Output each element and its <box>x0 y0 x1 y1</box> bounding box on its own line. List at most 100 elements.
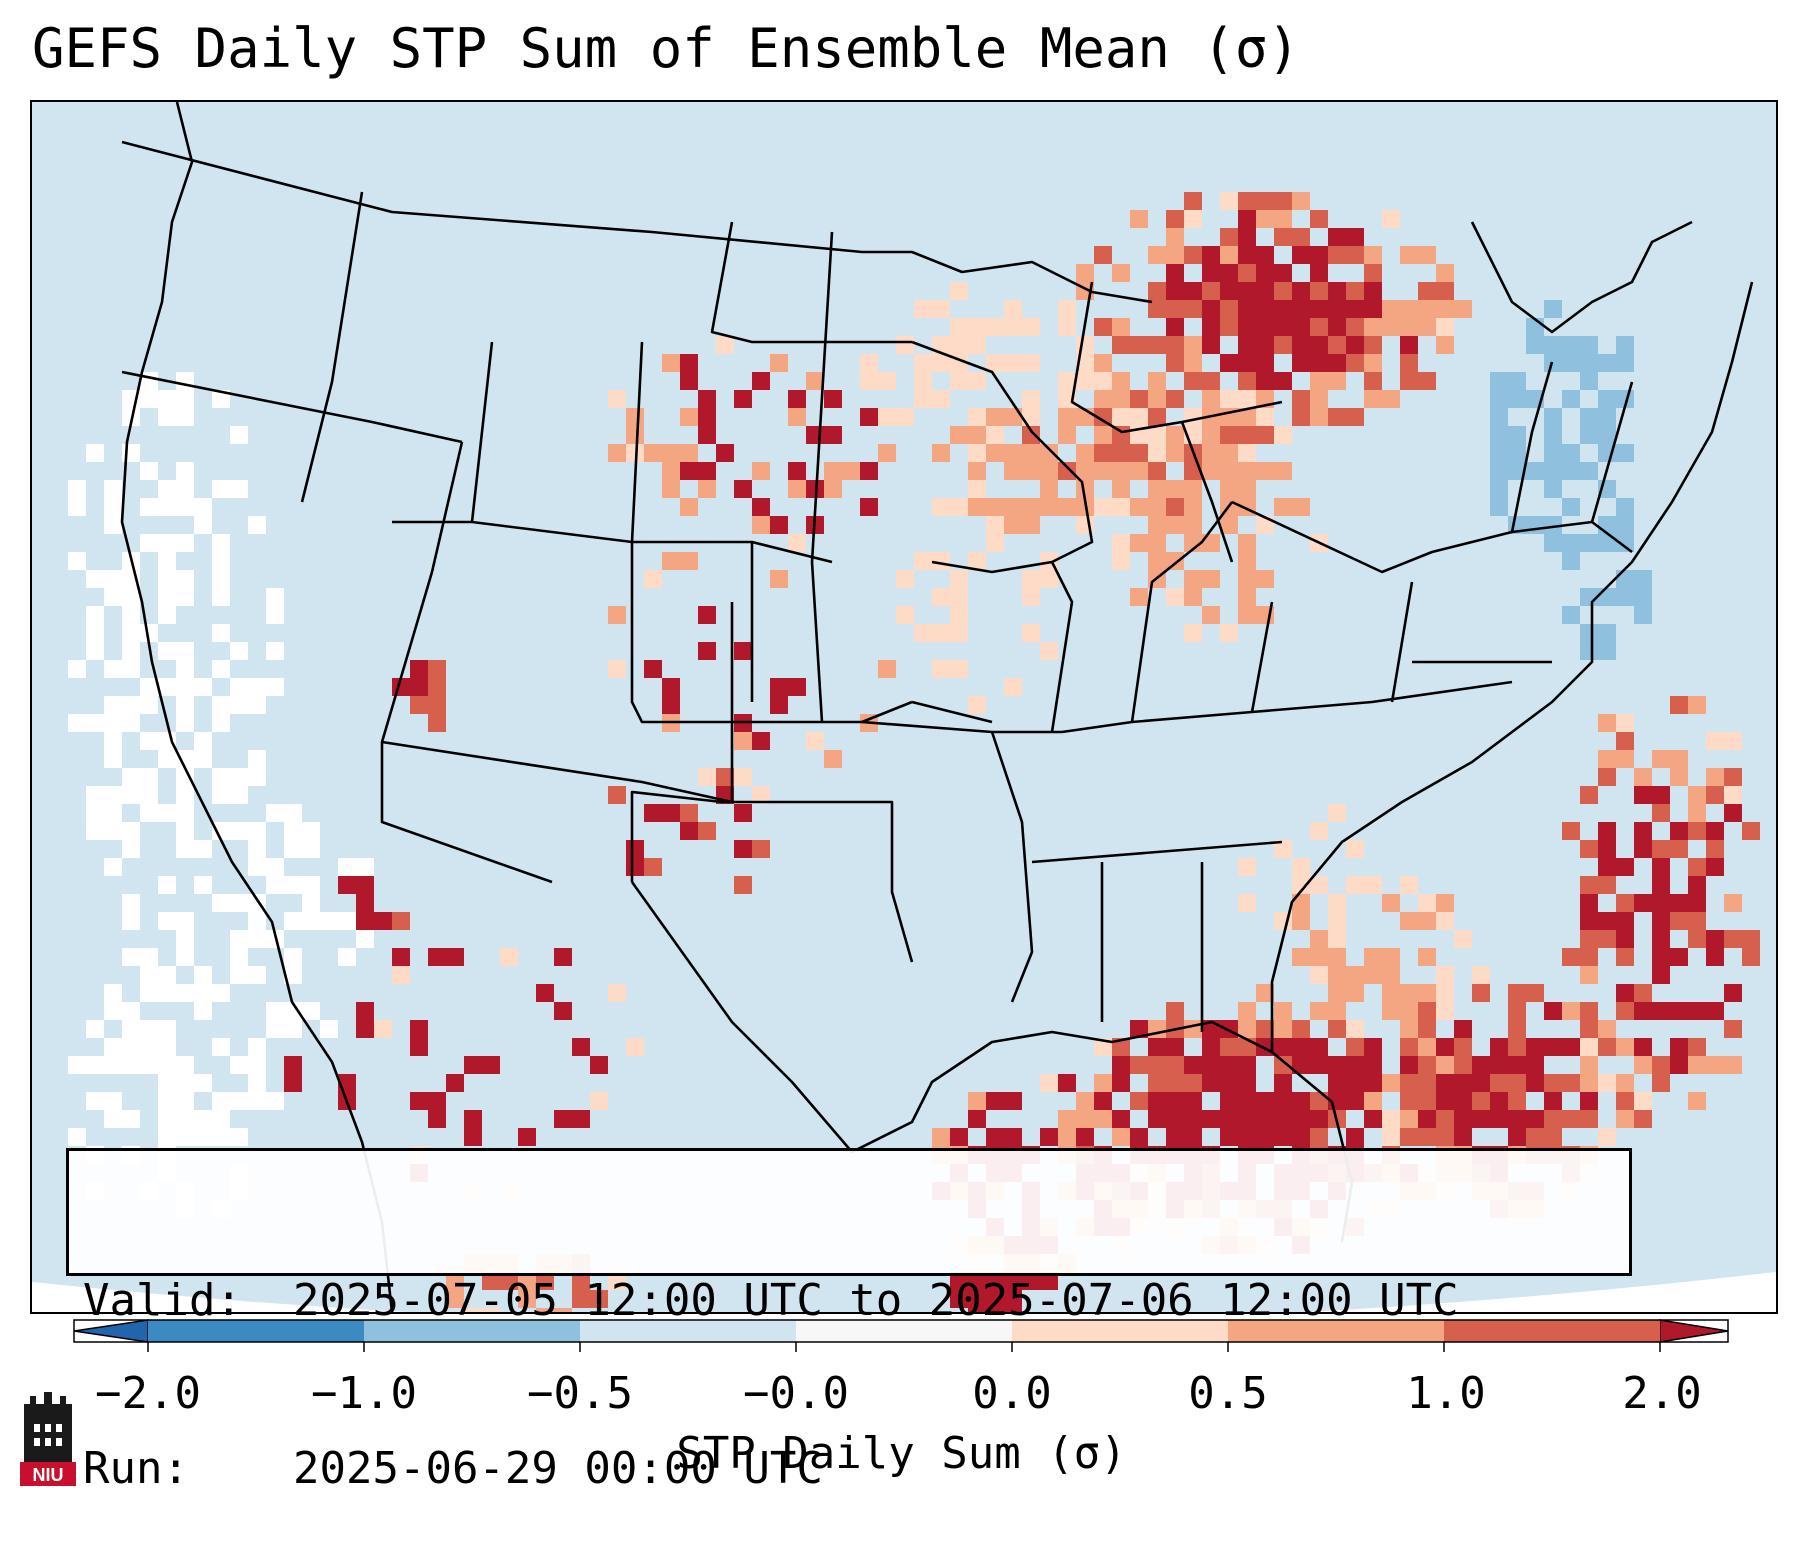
anomaly-cell <box>1706 822 1724 840</box>
neutral-cell <box>122 1002 140 1020</box>
anomaly-cell <box>1238 336 1256 354</box>
map-panel[interactable] <box>30 100 1778 1314</box>
anomaly-cell <box>1616 1110 1634 1128</box>
anomaly-cell <box>1364 354 1382 372</box>
anomaly-cell <box>1346 984 1364 1002</box>
negative-cell <box>1616 588 1634 606</box>
anomaly-cell <box>1364 876 1382 894</box>
neutral-cell <box>284 1002 302 1020</box>
anomaly-cell <box>968 1272 986 1290</box>
colorbar <box>73 1319 1729 1352</box>
anomaly-cell <box>698 606 716 624</box>
anomaly-cell <box>1184 246 1202 264</box>
anomaly-cell <box>1724 732 1742 750</box>
neutral-cell <box>158 570 176 588</box>
anomaly-cell <box>1346 1038 1364 1056</box>
anomaly-cell <box>986 498 1004 516</box>
anomaly-cell <box>1094 1074 1112 1092</box>
anomaly-cell <box>1310 1056 1328 1074</box>
anomaly-cell <box>1616 912 1634 930</box>
anomaly-cell <box>1634 1056 1652 1074</box>
anomaly-cell <box>1400 1020 1418 1038</box>
anomaly-cell <box>1292 498 1310 516</box>
anomaly-cell <box>1346 840 1364 858</box>
anomaly-cell <box>752 840 770 858</box>
anomaly-cell <box>662 804 680 822</box>
anomaly-cell <box>1472 984 1490 1002</box>
anomaly-cell <box>788 480 806 498</box>
anomaly-cell <box>1274 1020 1292 1038</box>
neutral-cell <box>230 1056 248 1074</box>
anomaly-cell <box>1436 264 1454 282</box>
neutral-cell <box>176 1092 194 1110</box>
anomaly-cell <box>1166 480 1184 498</box>
neutral-cell <box>86 822 104 840</box>
anomaly-cell <box>986 354 1004 372</box>
anomaly-cell <box>1148 390 1166 408</box>
anomaly-cell <box>1652 894 1670 912</box>
neutral-cell <box>266 876 284 894</box>
anomaly-cell <box>752 732 770 750</box>
anomaly-cell <box>428 1092 446 1110</box>
anomaly-cell <box>1688 1002 1706 1020</box>
anomaly-cell <box>1562 1038 1580 1056</box>
anomaly-cell <box>1292 1020 1310 1038</box>
anomaly-cell <box>1274 282 1292 300</box>
neutral-cell <box>104 498 122 516</box>
anomaly-cell <box>1058 426 1076 444</box>
anomaly-cell <box>1166 228 1184 246</box>
border-line <box>990 731 1034 1003</box>
negative-cell <box>1580 642 1598 660</box>
anomaly-cell <box>1310 930 1328 948</box>
anomaly-cell <box>1292 282 1310 300</box>
anomaly-cell <box>1580 840 1598 858</box>
anomaly-cell <box>824 426 842 444</box>
anomaly-cell <box>1472 1092 1490 1110</box>
colorbar-segment <box>1444 1320 1660 1342</box>
anomaly-cell <box>1418 1056 1436 1074</box>
anomaly-cell <box>1076 336 1094 354</box>
anomaly-cell <box>1148 534 1166 552</box>
anomaly-cell <box>1634 984 1652 1002</box>
anomaly-cell <box>1346 1056 1364 1074</box>
negative-cell <box>1526 462 1544 480</box>
neutral-cell <box>176 786 194 804</box>
anomaly-cell <box>1202 1074 1220 1092</box>
border-line <box>810 231 834 723</box>
neutral-cell <box>230 678 248 696</box>
neutral-cell <box>104 984 122 1002</box>
anomaly-cell <box>1292 948 1310 966</box>
neutral-cell <box>104 696 122 714</box>
anomaly-cell <box>1220 1038 1238 1056</box>
anomaly-cell <box>1634 840 1652 858</box>
anomaly-cell <box>1148 246 1166 264</box>
anomaly-cell <box>1184 1110 1202 1128</box>
anomaly-cell <box>1112 336 1130 354</box>
anomaly-cell <box>482 1272 500 1290</box>
neutral-cell <box>158 480 176 498</box>
anomaly-cell <box>1004 1092 1022 1110</box>
neutral-cell <box>122 912 140 930</box>
border-line <box>121 140 1153 304</box>
anomaly-cell <box>1058 318 1076 336</box>
anomaly-cell <box>1688 858 1706 876</box>
anomaly-cell <box>572 1038 590 1056</box>
anomaly-cell <box>1418 1128 1436 1146</box>
neutral-cell <box>86 1020 104 1038</box>
anomaly-cell <box>1580 1056 1598 1074</box>
anomaly-cell <box>1058 462 1076 480</box>
anomaly-cell <box>1220 444 1238 462</box>
anomaly-cell <box>716 768 734 786</box>
neutral-cell <box>212 768 230 786</box>
anomaly-cell <box>1724 786 1742 804</box>
anomaly-cell <box>1184 1056 1202 1074</box>
anomaly-cell <box>1220 264 1238 282</box>
anomaly-cell <box>1184 534 1202 552</box>
anomaly-cell <box>1202 282 1220 300</box>
neutral-cell <box>176 930 194 948</box>
neutral-cell <box>140 804 158 822</box>
neutral-cell <box>176 696 194 714</box>
border-line <box>121 370 463 444</box>
anomaly-cell <box>1094 1110 1112 1128</box>
anomaly-cell <box>1166 588 1184 606</box>
